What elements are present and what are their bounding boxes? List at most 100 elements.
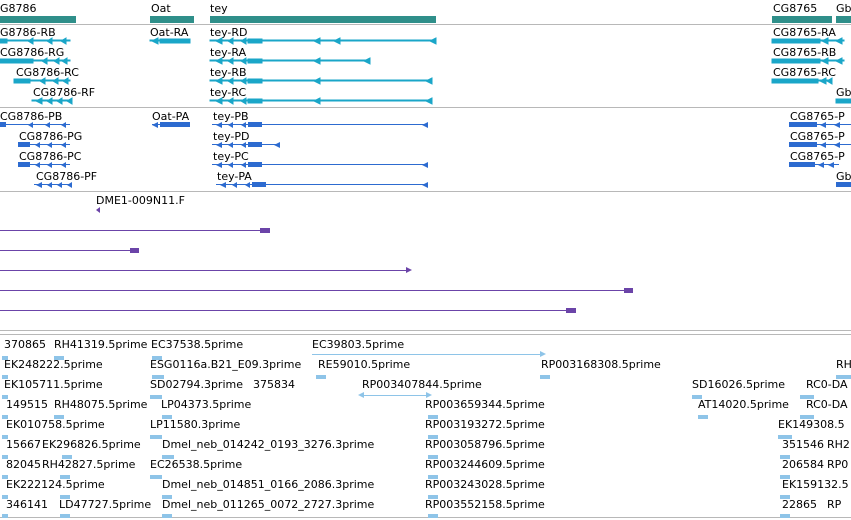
bac-label[interactable]: DME1-009N11.F (96, 194, 185, 207)
protein-label[interactable]: CG8765-P (790, 110, 845, 123)
est-label[interactable]: 370865 (4, 338, 46, 351)
protein-label[interactable]: tey-PB (213, 110, 249, 123)
bac-line[interactable] (0, 270, 406, 271)
est-label[interactable]: EC26538.5prime (150, 458, 243, 471)
est-label[interactable]: EK010758.5prime (6, 418, 105, 431)
transcript-label[interactable]: tey-RD (210, 26, 248, 39)
gene-label[interactable]: CG8765 (773, 2, 818, 15)
est-label[interactable]: 15667 (6, 438, 41, 451)
gene-label[interactable]: Gb (836, 2, 851, 15)
protein-label[interactable]: Gb (836, 170, 851, 183)
protein-label[interactable]: tey-PC (213, 150, 249, 163)
gene-bar[interactable] (150, 16, 194, 23)
exon[interactable] (0, 38, 8, 44)
protein-label[interactable]: CG8786-PB (0, 110, 63, 123)
protein-label[interactable]: Oat-PA (152, 110, 190, 123)
protein-label[interactable]: tey-PD (213, 130, 250, 143)
est-label[interactable]: RC0-DA (806, 398, 848, 411)
est-label[interactable]: RP003659344.5prime (425, 398, 545, 411)
est-label[interactable]: EC37538.5prime (151, 338, 244, 351)
transcript-label[interactable]: CG8765-RC (773, 66, 836, 79)
gene-label[interactable]: G8786 (0, 2, 37, 15)
est-label[interactable]: 149515 (6, 398, 48, 411)
bac-line[interactable] (0, 290, 626, 291)
transcript-label[interactable]: CG8765-RB (773, 46, 837, 59)
est-label[interactable]: RH42827.5prime (42, 458, 136, 471)
est-label[interactable]: RP003193272.5prime (425, 418, 545, 431)
track-separator (0, 24, 851, 25)
bac-line[interactable] (0, 310, 568, 311)
est-label[interactable]: EK222124.5prime (6, 478, 105, 491)
exon[interactable] (13, 78, 31, 84)
transcript-label[interactable]: CG8786-RG (0, 46, 65, 59)
gene-bar[interactable] (772, 16, 832, 23)
gene-label[interactable]: tey (210, 2, 228, 15)
est-label[interactable]: Dmel_neb_014851_0166_2086.3prime (162, 478, 375, 491)
est-label[interactable]: SD16026.5prime (692, 378, 785, 391)
est-label[interactable]: Dmel_neb_011265_0072_2727.3prime (162, 498, 375, 511)
est-label[interactable]: EK248222.5prime (4, 358, 103, 371)
bac-line[interactable] (0, 230, 262, 231)
est-label[interactable]: RP (827, 498, 842, 511)
gene-bar[interactable] (0, 16, 76, 23)
est-label[interactable]: RP003244609.5prime (425, 458, 545, 471)
transcript-label[interactable]: CG8786-RF (33, 86, 96, 99)
est-label[interactable]: EK149308.5 (778, 418, 845, 431)
gene-label[interactable]: Oat (151, 2, 171, 15)
transcript-label[interactable]: G8786-RB (0, 26, 56, 39)
protein-label[interactable]: CG8786-PC (19, 150, 82, 163)
est-label[interactable]: LP04373.5prime (161, 398, 252, 411)
est-label[interactable]: LD47727.5prime (59, 498, 152, 511)
est-label[interactable]: SD02794.3prime (150, 378, 243, 391)
est-label[interactable]: RP003168308.5prime (541, 358, 661, 371)
est-label[interactable]: RE59010.5prime (318, 358, 411, 371)
protein-label[interactable]: CG8786-PG (19, 130, 83, 143)
est-label[interactable]: 346141 (6, 498, 48, 511)
est-label[interactable]: RP003552158.5prime (425, 498, 545, 511)
exon[interactable] (0, 58, 34, 64)
protein-label[interactable]: CG8765-P (790, 130, 845, 143)
est-label[interactable]: 206584 (782, 458, 824, 471)
est-label[interactable]: EK296826.5prime (42, 438, 141, 451)
est-label[interactable]: RP003407844.5prime (362, 378, 482, 391)
transcript-label[interactable]: tey-RC (210, 86, 247, 99)
exon[interactable] (159, 38, 191, 44)
transcript-label[interactable]: CG8765-RA (773, 26, 836, 39)
transcript-label[interactable]: Gb (836, 86, 851, 99)
protein-label[interactable]: CG8765-P (790, 150, 845, 163)
est-label[interactable]: LP11580.3prime (150, 418, 241, 431)
protein-label[interactable]: tey-PA (217, 170, 252, 183)
est-label[interactable]: EK105711.5prime (4, 378, 103, 391)
est-label[interactable]: RH2 (827, 438, 850, 451)
est-label[interactable]: 375834 (253, 378, 295, 391)
est-label[interactable]: 82045 (6, 458, 41, 471)
est-label[interactable]: RP0 (827, 458, 849, 471)
transcript-label[interactable]: tey-RB (210, 66, 247, 79)
protein-label[interactable]: CG8786-PF (36, 170, 98, 183)
est-label[interactable]: RH41319.5prime (54, 338, 148, 351)
track-separator (0, 107, 851, 108)
gene-bar[interactable] (210, 16, 436, 23)
est-label[interactable]: RH (836, 358, 851, 371)
exon-arrow (46, 37, 53, 45)
est-label[interactable]: RC0-DA (806, 378, 848, 391)
est-label[interactable]: ESG0116a.B21_E09.3prime (150, 358, 302, 371)
gene-bar[interactable] (836, 16, 851, 23)
track-separator (0, 517, 851, 518)
transcript-label[interactable]: CG8786-RC (16, 66, 79, 79)
est-label[interactable]: Dmel_neb_014242_0193_3276.3prime (162, 438, 375, 451)
bac-end-marker[interactable] (96, 207, 100, 213)
exon-arrow (60, 37, 67, 45)
est-label[interactable]: RP003058796.5prime (425, 438, 545, 451)
transcript-label[interactable]: tey-RA (210, 46, 247, 59)
transcript-label[interactable]: Oat-RA (150, 26, 189, 39)
est-label[interactable]: AT14020.5prime (698, 398, 789, 411)
est-label[interactable]: 22865 (782, 498, 817, 511)
est-label[interactable]: 351546 (782, 438, 824, 451)
bac-line[interactable] (0, 250, 132, 251)
est-label[interactable]: EK159132.5 (782, 478, 849, 491)
est-label[interactable]: EC39803.5prime (312, 338, 405, 351)
est-label[interactable]: RH48075.5prime (54, 398, 148, 411)
est-label[interactable]: RP003243028.5prime (425, 478, 545, 491)
